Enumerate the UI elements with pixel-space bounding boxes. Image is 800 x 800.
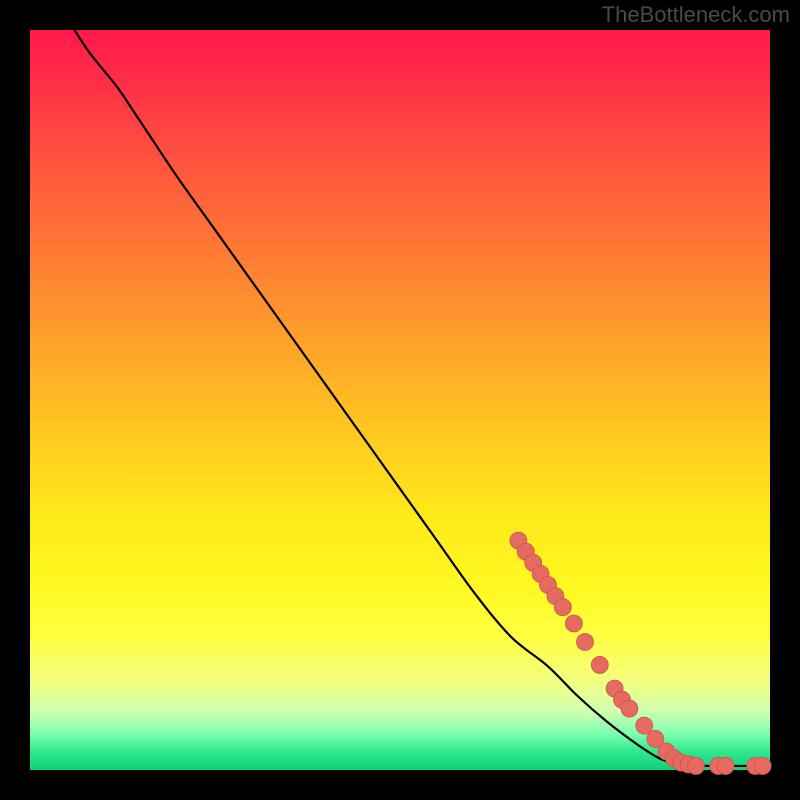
data-point: [591, 656, 608, 673]
data-markers: [0, 0, 800, 800]
chart-container: TheBottleneck.com: [0, 0, 800, 800]
data-point: [621, 700, 638, 717]
data-point: [565, 615, 582, 632]
attribution-text: TheBottleneck.com: [602, 2, 790, 28]
data-point: [717, 757, 734, 774]
data-point: [688, 757, 705, 774]
data-point: [754, 757, 771, 774]
data-point: [636, 717, 653, 734]
data-point: [577, 633, 594, 650]
data-point: [554, 599, 571, 616]
